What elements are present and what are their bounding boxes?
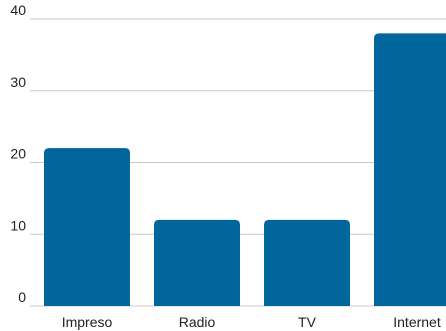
bars bbox=[44, 33, 446, 306]
y-tick-label: 30 bbox=[10, 74, 26, 90]
x-tick-label-impreso: Impreso bbox=[62, 314, 113, 330]
x-tick-label-tv: TV bbox=[298, 314, 317, 330]
y-tick-label: 10 bbox=[10, 217, 26, 233]
y-tick-label: 40 bbox=[10, 2, 26, 18]
x-tick-label-radio: Radio bbox=[179, 314, 216, 330]
bar-radio bbox=[154, 219, 240, 306]
bar-impreso bbox=[44, 148, 130, 306]
bar-internet bbox=[374, 33, 446, 306]
y-tick-label: 20 bbox=[10, 146, 26, 162]
y-axis-tick-labels: 0 10 20 30 40 bbox=[10, 2, 26, 305]
x-tick-label-internet: Internet bbox=[393, 314, 441, 330]
y-tick-label: 0 bbox=[18, 289, 26, 305]
x-axis-tick-labels: Impreso Radio TV Internet bbox=[62, 314, 441, 330]
bar-tv bbox=[264, 219, 350, 306]
